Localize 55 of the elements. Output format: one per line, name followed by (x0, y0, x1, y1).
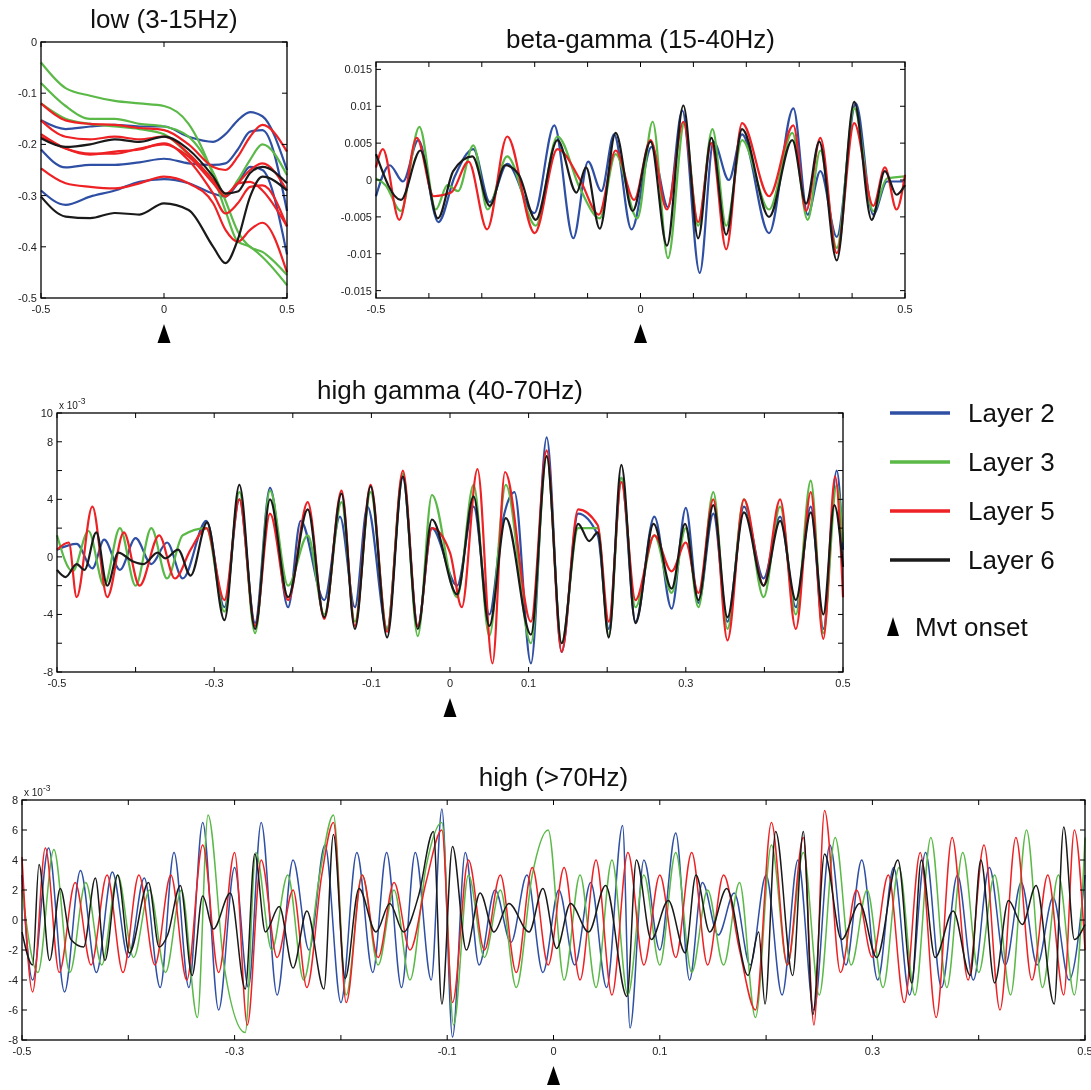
y-tick-label: 8 (11, 794, 18, 806)
legend-label: Layer 5 (968, 496, 1055, 526)
legend-label: Layer 6 (968, 545, 1055, 575)
y-tick-label: -8 (8, 1034, 18, 1046)
y-tick-label: -0.3 (18, 189, 37, 202)
x-tick-label: 0 (637, 303, 644, 315)
y-tick-label: -2 (8, 944, 18, 956)
y-tick-label: 4 (11, 854, 18, 866)
y-tick-label: 2 (11, 884, 18, 896)
x-tick-label: 0.5 (279, 303, 295, 315)
y-tick-label: -0.5 (18, 292, 37, 304)
y-tick-label: -0.015 (340, 284, 372, 297)
y-tick-label: -6 (8, 1004, 18, 1016)
y-tick-label: -0.005 (340, 210, 372, 223)
chart-title: low (3-15Hz) (90, 4, 238, 34)
x-tick-label: -0.1 (361, 677, 381, 689)
y-tick-label: 4 (46, 493, 53, 506)
chart-title: high (>70Hz) (478, 762, 629, 792)
y-tick-label: -0.4 (18, 240, 37, 253)
y-tick-label: 0.015 (344, 63, 372, 76)
y-tick-label: 0 (30, 36, 37, 48)
y-tick-label: 0 (11, 914, 18, 926)
x-tick-label: 0.3 (864, 1045, 881, 1057)
y-axis-title: x 10$^{-3}$ (59, 396, 86, 411)
y-tick-label: -0.1 (18, 87, 37, 100)
y-tick-label: 0 (46, 550, 53, 563)
x-tick-label: 0 (160, 303, 168, 315)
x-tick-label: -0.3 (204, 677, 224, 689)
y-tick-label: 0.005 (344, 137, 372, 150)
y-tick-label: -0.01 (346, 247, 372, 260)
y-tick-label: -0.2 (18, 138, 37, 151)
x-tick-label: 0 (550, 1045, 557, 1057)
chart-title: high gamma (40-70Hz) (317, 375, 583, 405)
y-tick-label: -4 (8, 974, 18, 986)
legend-label: Layer 3 (968, 447, 1055, 477)
text: Mvt onset (915, 612, 1029, 642)
y-tick-label: 0 (365, 174, 372, 186)
x-tick-label: -0.3 (225, 1045, 245, 1057)
y-tick-label: 8 (46, 435, 53, 448)
chart-title: beta-gamma (15-40Hz) (506, 24, 775, 54)
legend-label: Layer 2 (968, 398, 1055, 428)
x-tick-label: 0.5 (897, 303, 913, 315)
y-tick-label: 6 (11, 824, 18, 836)
y-tick-label: -4 (43, 608, 53, 621)
y-tick-label: 0.01 (350, 100, 372, 113)
x-tick-label: 0.1 (520, 677, 537, 689)
y-tick-label: 10 (40, 407, 53, 419)
x-tick-label: 0.1 (652, 1045, 668, 1057)
x-tick-label: 0.5 (835, 677, 851, 689)
y-axis-title: x 10$^{-3}$ (24, 783, 51, 798)
x-tick-label: -0.5 (366, 303, 386, 315)
x-tick-label: -0.1 (437, 1045, 457, 1057)
x-tick-label: 0 (446, 677, 454, 689)
y-tick-label: -8 (43, 666, 53, 678)
x-tick-label: 0.3 (678, 677, 694, 689)
